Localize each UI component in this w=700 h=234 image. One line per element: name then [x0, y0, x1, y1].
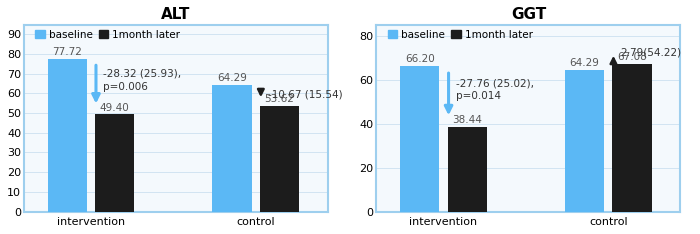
- Text: 64.29: 64.29: [570, 58, 599, 68]
- Text: 64.29: 64.29: [217, 73, 247, 83]
- Text: 53.62: 53.62: [265, 94, 294, 104]
- Bar: [565, 70, 604, 212]
- Text: -28.32 (25.93),
p=0.006: -28.32 (25.93), p=0.006: [103, 69, 181, 92]
- Text: -10.67 (15.54): -10.67 (15.54): [268, 89, 343, 99]
- Legend: baseline, 1month later: baseline, 1month later: [388, 30, 533, 40]
- Text: 2.79(54.22): 2.79(54.22): [621, 48, 682, 58]
- Bar: [48, 58, 87, 212]
- Text: 66.20: 66.20: [405, 54, 435, 64]
- Bar: [447, 127, 486, 212]
- Text: 49.40: 49.40: [99, 103, 130, 113]
- Legend: baseline, 1month later: baseline, 1month later: [35, 30, 181, 40]
- Text: 38.44: 38.44: [452, 115, 482, 125]
- Text: 77.72: 77.72: [52, 47, 82, 57]
- Title: ALT: ALT: [161, 7, 190, 22]
- Bar: [612, 64, 652, 212]
- Text: -27.76 (25.02),
p=0.014: -27.76 (25.02), p=0.014: [456, 78, 534, 101]
- Title: GGT: GGT: [511, 7, 546, 22]
- Text: 67.08: 67.08: [617, 52, 647, 62]
- Bar: [260, 106, 299, 212]
- Bar: [400, 66, 440, 212]
- Bar: [95, 114, 134, 212]
- Bar: [212, 85, 251, 212]
